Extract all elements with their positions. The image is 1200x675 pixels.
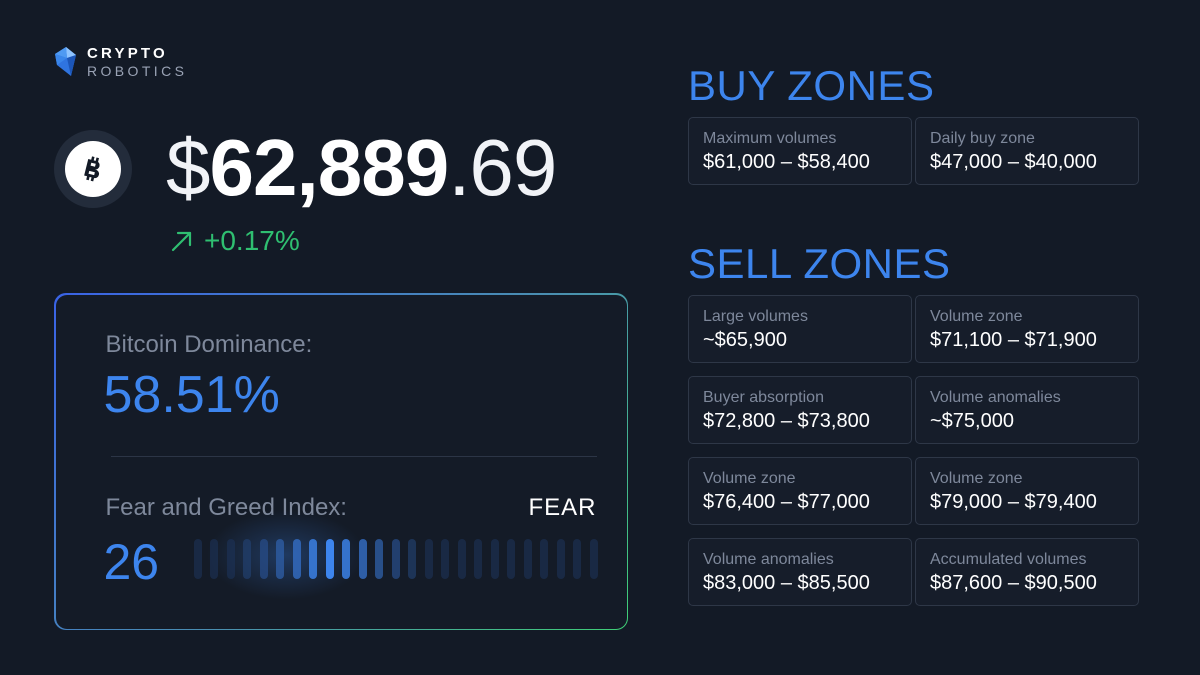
zone-label: Maximum volumes: [703, 130, 837, 147]
gauge-bar: [507, 538, 515, 579]
gauge-bar: [540, 538, 548, 579]
zone-range: $76,400 – $77,000: [703, 491, 870, 513]
zone-card: Accumulated volumes $87,600 – $90,500: [915, 538, 1139, 606]
zone-card: Buyer absorption $72,800 – $73,800: [688, 376, 912, 444]
zone-label: Daily buy zone: [930, 130, 1035, 147]
gauge-bar: [408, 538, 416, 579]
fear-greed-label: Fear and Greed Index:: [105, 493, 347, 521]
gauge-bar: [292, 538, 301, 579]
brand-logo: CRYPTO ROBOTICS: [54, 46, 187, 78]
zone-card: Volume zone $79,000 – $79,400: [915, 457, 1139, 525]
gauge-bar: [259, 538, 268, 579]
fear-greed-status: FEAR: [528, 493, 597, 521]
gauge-bar: [391, 538, 400, 579]
price-minor: .69: [448, 123, 557, 212]
zone-label: Large volumes: [703, 308, 808, 325]
gauge-bar: [210, 538, 218, 579]
gauge-bar: [309, 538, 317, 579]
gauge-bar: [358, 538, 367, 579]
zone-card: Maximum volumes $61,000 – $58,400: [688, 117, 912, 185]
zone-card: Volume anomalies $83,000 – $85,500: [688, 538, 912, 606]
gauge-bar: [457, 538, 466, 579]
zone-card: Volume zone $71,100 – $71,900: [915, 295, 1139, 363]
zone-range: $71,100 – $71,900: [930, 329, 1097, 351]
dominance-value: 58.51%: [103, 365, 280, 424]
zone-range: $79,000 – $79,400: [930, 491, 1097, 513]
zone-card: Volume anomalies ~$75,000: [915, 376, 1139, 444]
gauge-bar: [556, 538, 565, 579]
gauge-bar: [573, 538, 581, 579]
zone-card: Daily buy zone $47,000 – $40,000: [915, 117, 1139, 185]
zone-label: Buyer absorption: [703, 389, 824, 406]
gauge-bar: [325, 538, 334, 579]
gauge-bar: [441, 538, 449, 579]
price-major: 62,889: [209, 123, 450, 212]
gauge-bar: [523, 538, 532, 579]
divider: [110, 455, 597, 457]
sell-zones-title: SELL ZONES: [688, 240, 951, 287]
price-change: +0.17%: [170, 225, 300, 257]
market-stats-card: Bitcoin Dominance: 58.51% Fear and Greed…: [54, 293, 628, 630]
bitcoin-symbol-icon: [84, 156, 100, 182]
gauge-bar: [474, 538, 482, 579]
arrow-up-right-icon: [171, 231, 192, 252]
crystal-logo-icon: [55, 47, 76, 76]
zone-range: ~$75,000: [930, 410, 1014, 432]
zone-label: Volume anomalies: [930, 389, 1061, 406]
zone-label: Volume zone: [703, 470, 796, 487]
gauge-bar: [276, 538, 284, 579]
gauge-bar: [490, 538, 499, 579]
zone-range: $47,000 – $40,000: [930, 151, 1097, 173]
price-change-value: +0.17%: [204, 225, 300, 256]
brand-name: CRYPTO: [87, 45, 168, 62]
zone-range: ~$65,900: [703, 329, 787, 351]
zone-range: $61,000 – $58,400: [703, 151, 870, 173]
gauge-bar: [243, 538, 251, 579]
zone-card: Large volumes ~$65,900: [688, 295, 912, 363]
btc-price: $62,889.69: [166, 120, 557, 216]
zone-label: Volume zone: [930, 308, 1023, 325]
dominance-label: Bitcoin Dominance:: [105, 330, 313, 358]
gauge-bar: [193, 538, 202, 579]
zone-label: Volume anomalies: [703, 551, 834, 568]
gauge-bar: [589, 538, 598, 579]
zone-range: $83,000 – $85,500: [703, 572, 870, 594]
gauge-bar: [342, 538, 350, 579]
brand-subname: ROBOTICS: [87, 63, 188, 79]
zone-range: $87,600 – $90,500: [930, 572, 1097, 594]
buy-zones-title: BUY ZONES: [688, 62, 935, 109]
zone-label: Volume zone: [930, 470, 1023, 487]
fear-greed-value: 26: [103, 533, 160, 590]
gauge-bar: [375, 538, 383, 579]
zone-card: Volume zone $76,400 – $77,000: [688, 457, 912, 525]
bitcoin-icon: [54, 130, 132, 208]
zone-range: $72,800 – $73,800: [703, 410, 870, 432]
gauge-bar: [226, 538, 235, 579]
price-currency-symbol: $: [166, 123, 210, 212]
gauge-bar: [424, 538, 433, 579]
zone-label: Accumulated volumes: [930, 551, 1087, 568]
